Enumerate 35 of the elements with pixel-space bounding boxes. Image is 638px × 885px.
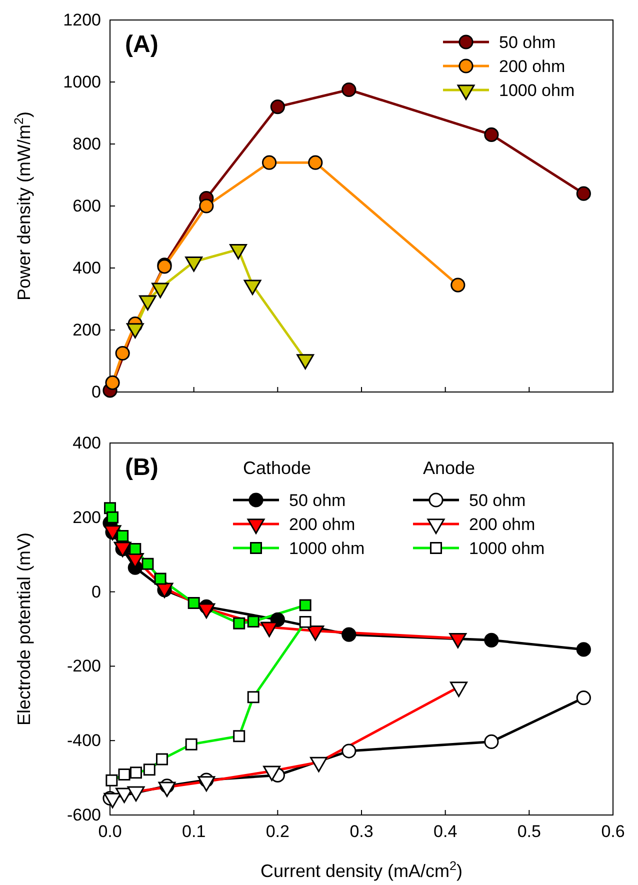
y-tick-label: 400 bbox=[72, 433, 101, 452]
legend-label: 50 ohm bbox=[499, 33, 556, 52]
y-axis-title: Electrode potential (mV) bbox=[14, 532, 34, 726]
y-tick-label: 400 bbox=[72, 258, 101, 278]
legend-label: 50 ohm bbox=[469, 491, 526, 510]
x-tick-label: 0.2 bbox=[266, 822, 290, 842]
legend-label: 200 ohm bbox=[499, 57, 566, 76]
annotation: (B) bbox=[125, 454, 158, 481]
legend-label: 1000 ohm bbox=[499, 81, 575, 100]
y-tick-label: 800 bbox=[72, 134, 101, 154]
x-tick-label: 0.6 bbox=[601, 822, 625, 842]
legend-label: 1000 ohm bbox=[289, 539, 365, 558]
x-axis-title: Current density (mA/cm$^{2}$) bbox=[260, 859, 463, 881]
y-tick-label: 0 bbox=[92, 582, 101, 602]
legend-label: 1000 ohm bbox=[469, 539, 545, 558]
x-tick-label: 0.4 bbox=[434, 822, 458, 842]
y-tick-label: 200 bbox=[72, 508, 101, 527]
y-tick-label: 600 bbox=[72, 196, 101, 216]
x-tick-label: 0.0 bbox=[98, 822, 122, 842]
y-tick-label: 200 bbox=[72, 320, 101, 340]
y-tick-label: 0 bbox=[92, 382, 101, 402]
annotation: (A) bbox=[125, 31, 158, 58]
legend-label: 50 ohm bbox=[289, 491, 346, 510]
legend-label: 200 ohm bbox=[469, 515, 536, 534]
y-tick-label: -200 bbox=[66, 656, 101, 676]
x-tick-label: 0.1 bbox=[182, 822, 206, 842]
legend-label: 200 ohm bbox=[289, 515, 356, 534]
annotation: Cathode bbox=[243, 458, 312, 478]
x-tick-label: 0.5 bbox=[517, 822, 541, 842]
y-tick-label: 1200 bbox=[63, 10, 101, 30]
annotation: Anode bbox=[423, 458, 476, 478]
y-tick-label: -600 bbox=[66, 805, 101, 824]
y-tick-label: 1000 bbox=[63, 72, 101, 92]
x-tick-label: 0.3 bbox=[350, 822, 374, 842]
y-tick-label: -400 bbox=[66, 731, 101, 750]
